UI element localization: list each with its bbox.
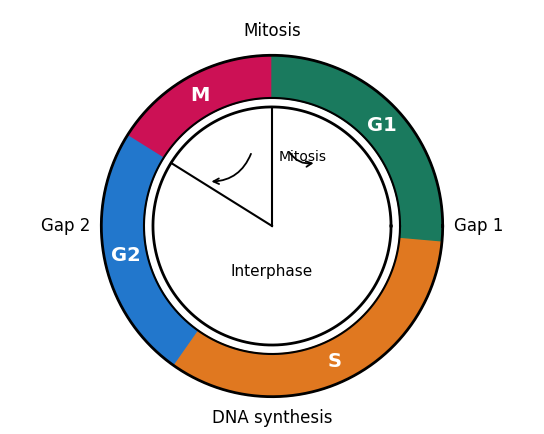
- Polygon shape: [272, 55, 443, 241]
- Text: Gap 1: Gap 1: [454, 217, 503, 235]
- Text: Interphase: Interphase: [231, 264, 313, 279]
- Polygon shape: [153, 107, 391, 345]
- Polygon shape: [127, 55, 272, 158]
- Text: DNA synthesis: DNA synthesis: [212, 409, 332, 427]
- Text: Mitosis: Mitosis: [243, 22, 301, 39]
- Text: M: M: [190, 86, 209, 105]
- Text: G1: G1: [367, 115, 397, 135]
- Polygon shape: [174, 237, 442, 397]
- Text: G2: G2: [111, 246, 140, 265]
- Text: S: S: [328, 352, 342, 371]
- Text: Gap 2: Gap 2: [41, 217, 90, 235]
- Polygon shape: [101, 135, 199, 366]
- Text: Mitosis: Mitosis: [279, 150, 327, 164]
